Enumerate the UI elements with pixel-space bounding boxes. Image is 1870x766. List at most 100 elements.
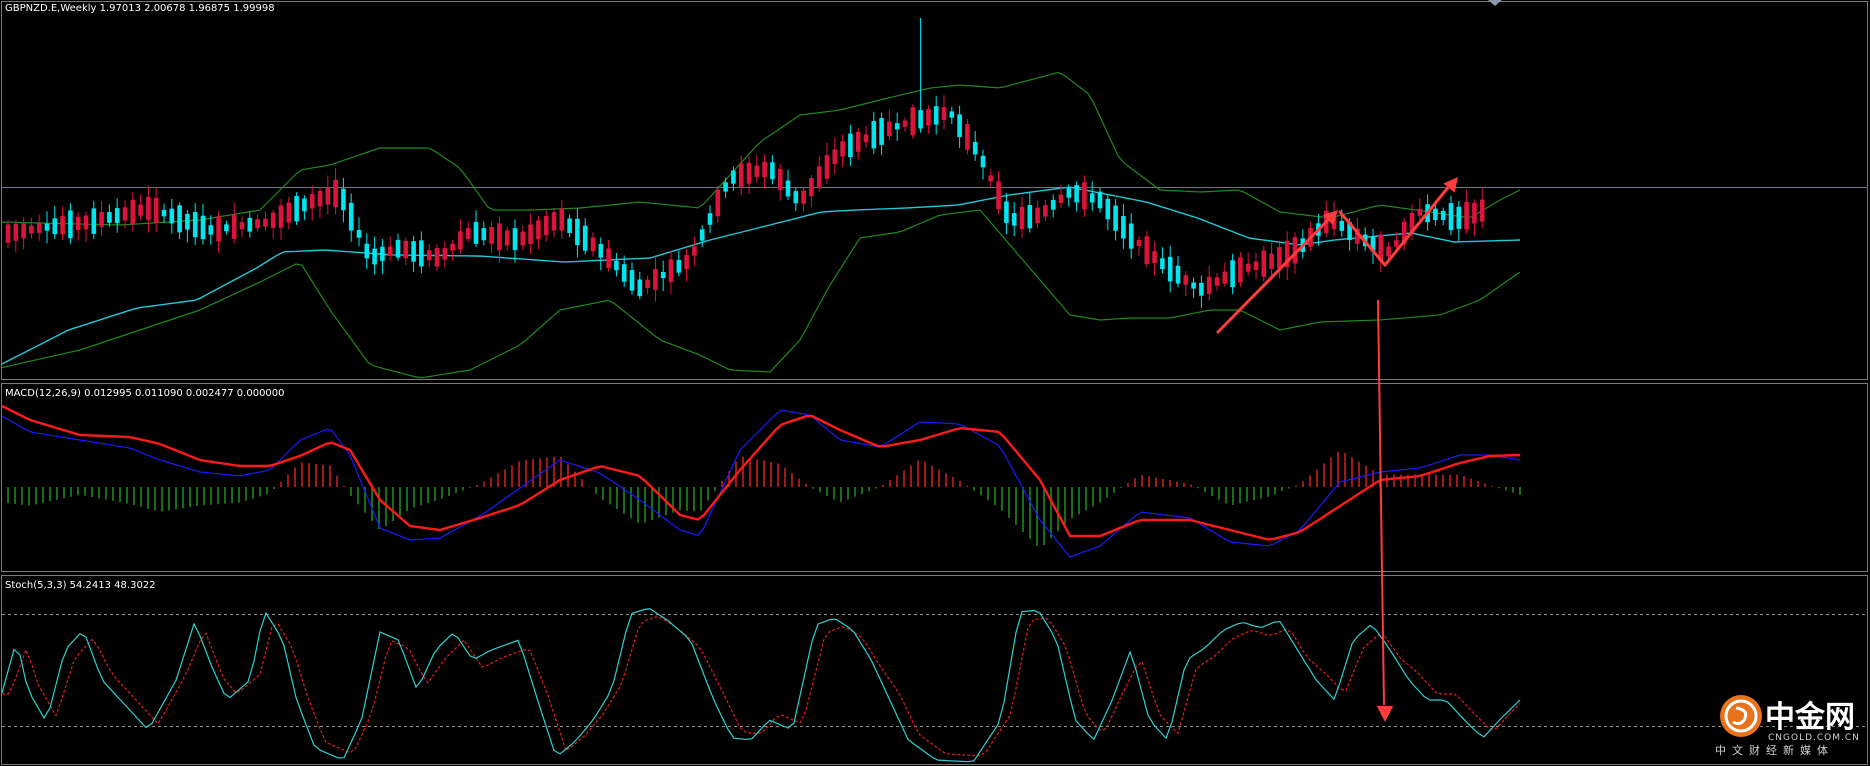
candle-body: [153, 197, 159, 223]
candle-body: [1074, 185, 1079, 203]
candle-body: [645, 279, 650, 288]
candle-body: [75, 216, 81, 231]
candle-body: [356, 230, 362, 238]
candle-body: [1050, 200, 1056, 210]
candle-body: [161, 209, 167, 217]
candle-body: [1160, 258, 1165, 269]
macd-lines: [1, 404, 1521, 558]
candle-body: [1175, 265, 1181, 284]
candle-body: [138, 204, 143, 216]
logo-sub-text: 中文财经新媒体: [1715, 743, 1834, 757]
candle-body: [520, 231, 526, 246]
candle-body: [44, 223, 50, 231]
candle-body: [1440, 210, 1446, 220]
candle-body: [1386, 246, 1391, 257]
candle-body: [185, 213, 190, 230]
candle-body: [247, 217, 253, 232]
candle-body: [13, 223, 19, 241]
candle-body: [1089, 193, 1095, 203]
candle-body: [894, 123, 900, 130]
candle-body: [762, 161, 767, 178]
candle-body: [1222, 271, 1228, 284]
candle-body: [801, 190, 806, 204]
candle-body: [653, 269, 658, 290]
candle-body: [1464, 202, 1469, 230]
candle-body: [1378, 234, 1384, 261]
candle-body: [270, 212, 276, 228]
zigzag-up-2: [1383, 183, 1452, 267]
candle-body: [1401, 221, 1407, 245]
candle-body: [1245, 263, 1251, 272]
logo: 中金网 CNGOLD.COM.CN 中文财经新媒体: [1715, 695, 1859, 757]
candle-body: [1214, 277, 1220, 286]
candle-body: [302, 198, 307, 212]
candle-body: [957, 114, 962, 138]
candle-body: [1027, 205, 1033, 229]
candle-body: [395, 239, 401, 258]
zigzag-head-1: [1322, 210, 1338, 226]
candle-body: [1339, 220, 1345, 231]
candle-body: [1479, 199, 1485, 222]
candle-body: [1019, 206, 1025, 230]
stoch-main-line: [1, 608, 1521, 763]
down-arrow: [1376, 299, 1394, 722]
candle-body: [1238, 257, 1243, 283]
stochastic-lines: [1, 608, 1521, 763]
scroll-marker-icon[interactable]: [1488, 0, 1502, 6]
candle-body: [699, 229, 705, 241]
candle-body: [816, 166, 822, 188]
candle-body: [1144, 236, 1150, 264]
bollinger-bands: [1, 71, 1521, 379]
candle-body: [660, 272, 666, 279]
candle-body: [1004, 201, 1009, 223]
candle-body: [1167, 256, 1173, 282]
candle-body: [473, 221, 479, 244]
candle-body: [1121, 216, 1126, 239]
candle-body: [723, 182, 728, 192]
candle-body: [1066, 188, 1072, 198]
candle-body: [286, 202, 292, 223]
candle-body: [1206, 276, 1212, 294]
candle-body: [107, 212, 112, 223]
candle-body: [380, 246, 385, 261]
candle-body: [692, 246, 697, 256]
zigzag-up-1: [1216, 216, 1332, 334]
candle-body: [278, 205, 284, 228]
candle-body: [1292, 237, 1298, 264]
candle-body: [1230, 260, 1235, 288]
down-arrow-head: [1376, 706, 1394, 722]
candle-body: [668, 259, 674, 282]
candle-body: [325, 187, 331, 205]
candle-body: [177, 205, 182, 233]
candle-body: [910, 107, 916, 136]
candle-body: [1269, 253, 1274, 269]
candle-body: [1261, 250, 1267, 277]
candle-body: [1284, 240, 1290, 268]
price-panel-frame: [1, 1, 1868, 380]
candle-body: [1433, 208, 1438, 220]
price-panel-label: GBPNZD.E,Weekly 1.97013 2.00678 1.96875 …: [5, 3, 275, 14]
candle-body: [809, 178, 814, 197]
candle-body: [996, 181, 1001, 210]
candle-body: [824, 155, 830, 179]
macd-histogram: [7, 451, 1521, 546]
candle-body: [707, 213, 713, 225]
bollinger-lower-line: [1, 209, 1521, 379]
candle-body: [1011, 213, 1017, 226]
candle-body: [1370, 236, 1376, 252]
macd-main-line: [1, 409, 1521, 558]
candle-body: [465, 228, 471, 239]
macd-panel-label: MACD(12,26,9) 0.012995 0.011090 0.002477…: [5, 388, 285, 399]
candlesticks: [5, 18, 1485, 308]
candle-body: [567, 218, 572, 233]
candle-body: [770, 162, 775, 180]
candle-body: [777, 168, 783, 191]
candle-body: [543, 215, 549, 236]
candle-body: [224, 224, 229, 232]
candle-body: [99, 211, 104, 227]
candle-body: [559, 208, 565, 231]
candle-body: [1253, 261, 1259, 270]
candle-body: [965, 124, 970, 150]
candle-body: [629, 270, 635, 291]
